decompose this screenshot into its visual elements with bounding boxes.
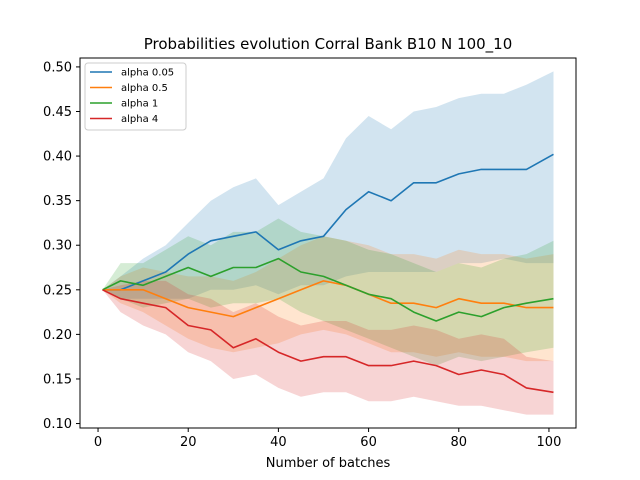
- chart-title: Probabilities evolution Corral Bank B10 …: [144, 35, 513, 54]
- x-axis-title: Number of batches: [266, 456, 391, 471]
- plot-area-frame: [79, 57, 577, 429]
- x-tick-label: 20: [180, 435, 197, 450]
- y-axis-ticks: 0.10 0.15 0.20 0.25 0.30 0.35 0.40 0.45 0.50: [43, 60, 80, 432]
- series-1-band: [102, 236, 554, 362]
- x-tick-label: 60: [360, 435, 377, 450]
- legend-label: alpha 0.5: [121, 83, 168, 94]
- y-tick-label: 0.35: [43, 194, 72, 209]
- legend-label: alpha 1: [121, 99, 158, 110]
- y-tick-label: 0.25: [43, 283, 72, 298]
- series-3-band: [102, 280, 554, 415]
- series-3-line: [102, 289, 554, 394]
- y-tick-label: 0.30: [43, 239, 72, 254]
- legend-box: [84, 62, 187, 131]
- x-axis-ticks: 0 20 40 60 80 100: [94, 428, 561, 450]
- series-lines: [102, 153, 554, 394]
- series-1-line: [102, 280, 554, 318]
- series-0-band: [102, 71, 554, 299]
- y-tick-label: 0.10: [43, 417, 72, 432]
- y-tick-label: 0.45: [43, 105, 72, 120]
- legend: alpha 0.05 alpha 0.5 alpha 1 alpha 4: [84, 62, 187, 131]
- series-0-line: [102, 153, 554, 291]
- y-tick-label: 0.20: [43, 328, 72, 343]
- y-tick-label: 0.15: [43, 372, 72, 387]
- y-tick-label: 0.50: [43, 60, 72, 75]
- x-tick-label: 40: [270, 435, 287, 450]
- x-tick-label: 100: [537, 435, 562, 450]
- series-2-line: [102, 257, 554, 322]
- legend-label: alpha 4: [121, 114, 158, 125]
- x-tick-label: 80: [450, 435, 467, 450]
- legend-label: alpha 0.05: [121, 68, 174, 79]
- confidence-bands: [102, 71, 554, 415]
- x-tick-label: 0: [94, 435, 102, 450]
- series-2-band: [102, 218, 554, 366]
- y-tick-label: 0.40: [43, 150, 72, 165]
